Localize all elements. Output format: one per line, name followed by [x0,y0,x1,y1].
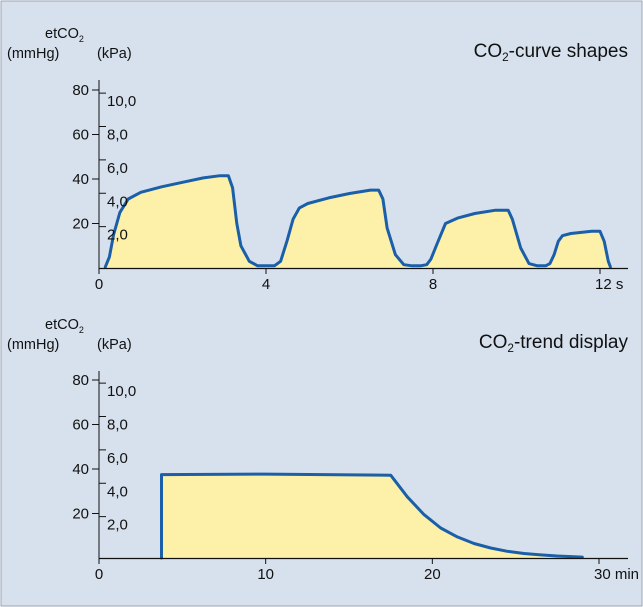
y-left-tick-label: 80 [72,82,89,99]
y-left-title: etCO2 [45,26,84,44]
y-right-ticks: 2,0 4,0 6,0 8,0 10,0 [99,92,136,244]
y-right-tick-label: 4,0 [107,483,128,500]
x-ticks: 0 10 20 30 min [95,558,639,583]
y-left-tick-label: 60 [72,417,89,434]
trend-display-panel: 20 40 60 80 2,0 4,0 6,0 8,0 10,0 0 10 20 30 min CO… [7,317,639,583]
x-tick-label: 30 min [594,566,639,583]
y-right-tick-label: 6,0 [107,450,128,467]
y-left-unit: (mmHg) [7,337,59,353]
curve-area [105,175,611,268]
x-tick-label: 0 [95,276,103,293]
curve-shapes-panel: 20 40 60 80 2,0 4,0 6,0 8,0 10,0 0 4 8 12 s CO2-cu… [7,26,628,293]
y-left-tick-label: 40 [72,171,89,188]
y-right-tick-label: 2,0 [107,227,128,244]
trend-line [160,472,584,560]
y-left-unit: (mmHg) [7,46,59,62]
y-left-tick-label: 80 [72,372,89,389]
y-right-tick-label: 10,0 [107,383,136,400]
y-right-tick-label: 8,0 [107,127,128,144]
chart-title: CO2-curve shapes [474,41,628,64]
y-right-ticks: 2,0 4,0 6,0 8,0 10,0 [99,382,136,534]
x-tick-label: 20 [424,566,441,583]
x-tick-label: 8 [429,276,437,293]
chart-title: CO2-trend display [479,332,629,355]
x-tick-label: 10 [257,566,274,583]
y-left-tick-label: 20 [72,216,89,233]
trend-area [161,474,583,558]
y-right-tick-label: 10,0 [107,93,136,110]
x-tick-label: 12 s [595,276,623,293]
y-left-tick-label: 20 [72,506,89,523]
y-left-tick-label: 40 [72,461,89,478]
curve-line [103,174,612,269]
y-left-tick-label: 60 [72,127,89,144]
y-right-unit: (kPa) [97,337,132,353]
y-right-tick-label: 6,0 [107,160,128,177]
x-ticks: 0 4 8 12 s [95,268,623,293]
x-tick-label: 4 [262,276,270,293]
y-left-ticks: 20 40 60 80 [72,372,99,523]
y-right-tick-label: 8,0 [107,417,128,434]
y-right-unit: (kPa) [97,46,132,62]
y-left-title: etCO2 [45,317,84,335]
y-right-tick-label: 4,0 [107,193,128,210]
x-tick-label: 0 [95,566,103,583]
y-right-tick-label: 2,0 [107,517,128,534]
y-left-ticks: 20 40 60 80 [72,82,99,233]
